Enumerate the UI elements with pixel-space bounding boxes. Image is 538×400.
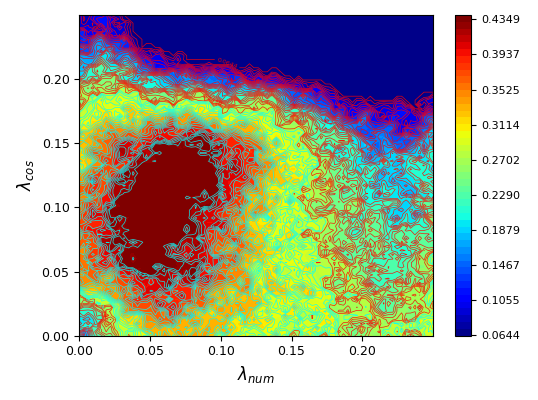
Text: 0.2459: 0.2459 [99, 304, 109, 326]
Text: 0.2459: 0.2459 [201, 93, 223, 107]
Text: 0.2761: 0.2761 [84, 296, 107, 310]
Text: 0.2761: 0.2761 [162, 105, 185, 112]
Text: 0.1098: 0.1098 [238, 76, 260, 84]
X-axis label: $\lambda_{num}$: $\lambda_{num}$ [237, 364, 275, 385]
Text: 0.3215: 0.3215 [140, 327, 161, 342]
Y-axis label: $\lambda_{cos}$: $\lambda_{cos}$ [15, 160, 36, 191]
Text: 0.4122: 0.4122 [129, 269, 151, 281]
Text: 0.2761: 0.2761 [400, 316, 422, 328]
Text: 0.1551: 0.1551 [179, 71, 200, 81]
Text: 0.2005: 0.2005 [324, 118, 345, 131]
Text: 0.2761: 0.2761 [400, 326, 422, 333]
Text: 0.3215: 0.3215 [221, 120, 243, 130]
Text: 0.0644: 0.0644 [216, 58, 238, 70]
Text: 0.3668: 0.3668 [89, 161, 109, 178]
